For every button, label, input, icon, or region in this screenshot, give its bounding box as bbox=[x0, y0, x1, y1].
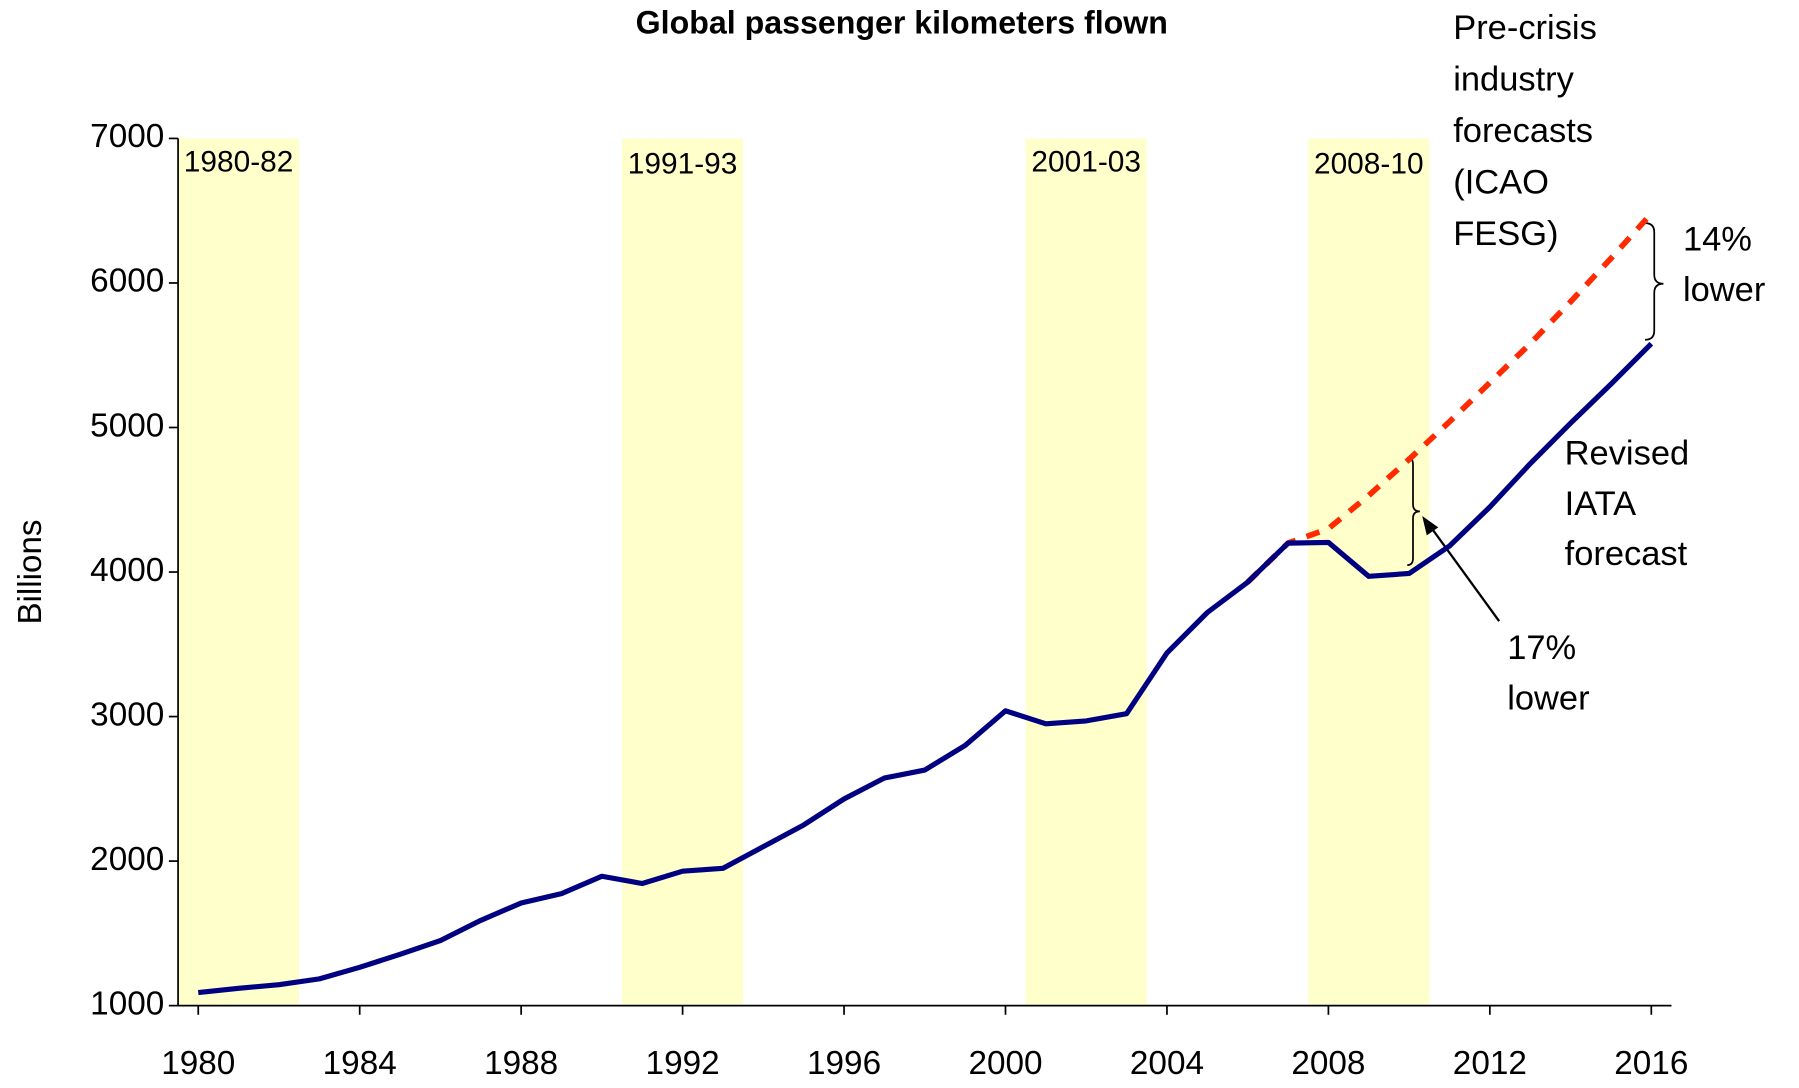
arrow-head bbox=[1422, 515, 1439, 536]
brace bbox=[1645, 222, 1664, 341]
x-tick-label: 1992 bbox=[646, 1045, 720, 1082]
annotation: Revised IATA forecast bbox=[1564, 434, 1690, 574]
y-tick-label: 6000 bbox=[90, 263, 164, 300]
arrow bbox=[1429, 525, 1501, 622]
y-tick-label: 4000 bbox=[90, 552, 164, 589]
annotation-box: Revised IATA forecast bbox=[1564, 434, 1690, 574]
band-label: 2008-10 bbox=[1314, 148, 1424, 181]
series-line bbox=[1245, 211, 1654, 585]
recession-band bbox=[1025, 138, 1147, 1006]
annotation: Pre-crisis industry forecasts (ICAO FESG… bbox=[1453, 9, 1597, 253]
y-tick-label: 5000 bbox=[90, 407, 164, 444]
y-tick-label: 1000 bbox=[90, 985, 164, 1022]
y-tick-label: 2000 bbox=[90, 841, 164, 878]
x-tick-label: 1980 bbox=[161, 1045, 235, 1082]
annotation: 17% lower bbox=[1507, 629, 1590, 718]
annotation: 14% lower bbox=[1682, 220, 1766, 309]
y-tick-label: 3000 bbox=[90, 696, 164, 733]
x-tick-label: 2000 bbox=[968, 1045, 1042, 1082]
x-tick-label: 2004 bbox=[1130, 1045, 1204, 1082]
chart-title: Global passenger kilometers flown bbox=[636, 5, 1168, 41]
x-tick-label: 2008 bbox=[1291, 1045, 1365, 1082]
band-label: 1980-82 bbox=[184, 146, 294, 179]
annotation-box: Pre-crisis industry forecasts (ICAO FESG… bbox=[1453, 9, 1597, 253]
x-tick-label: 1996 bbox=[807, 1045, 881, 1082]
recession-band bbox=[178, 138, 300, 1006]
x-tick-label: 1984 bbox=[323, 1045, 397, 1082]
recession-band bbox=[622, 138, 744, 1006]
y-axis-label: Billions bbox=[12, 519, 49, 624]
series-line bbox=[197, 341, 1654, 996]
brace bbox=[1407, 456, 1420, 567]
x-tick-label: 2016 bbox=[1614, 1045, 1688, 1082]
annotation-box: 17% lower bbox=[1507, 629, 1590, 718]
band-label: 2001-03 bbox=[1031, 146, 1141, 179]
band-label: 1991-93 bbox=[628, 148, 738, 181]
y-tick-label: 7000 bbox=[90, 118, 164, 155]
x-tick-label: 2012 bbox=[1453, 1045, 1527, 1082]
annotation-box: 14% lower bbox=[1682, 220, 1766, 309]
x-tick-label: 1988 bbox=[484, 1045, 558, 1082]
